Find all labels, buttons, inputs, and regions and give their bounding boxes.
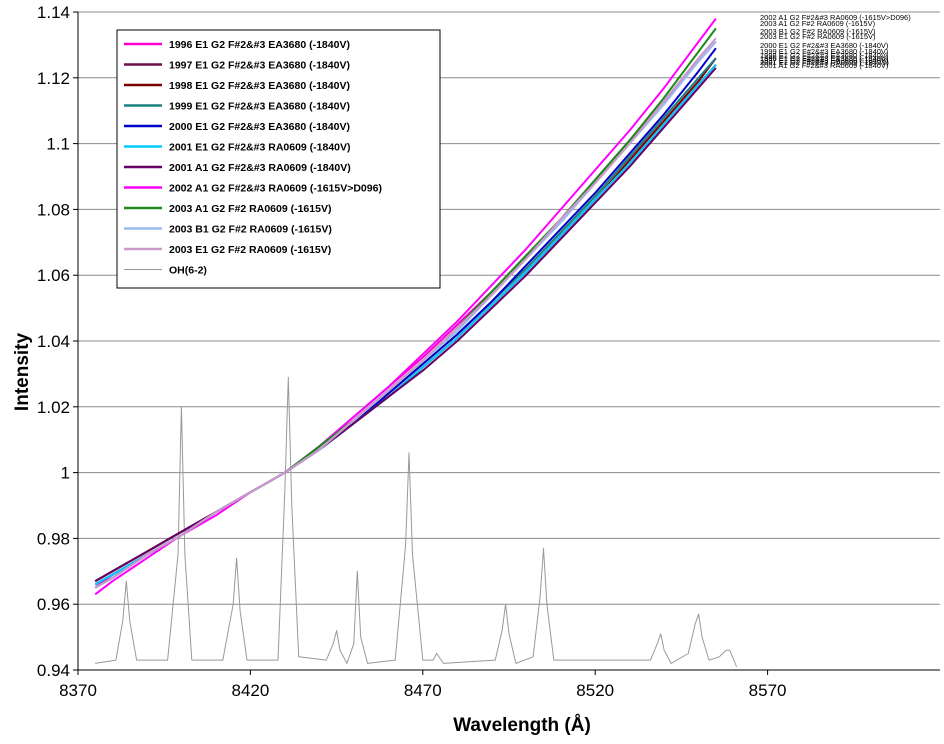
legend-entry: 2000 E1 G2 F#2&#3 EA3680 (-1840V) xyxy=(169,121,350,133)
legend-entry: 1998 E1 G2 F#2&#3 EA3680 (-1840V) xyxy=(169,80,350,92)
end-label: 1999 E1 G2 F#2&#3 EA3680 (-1840V) xyxy=(760,47,889,56)
x-tick-label: 8420 xyxy=(231,681,269,700)
series-lines xyxy=(94,17,738,667)
y-tick-label: 1.14 xyxy=(37,3,70,22)
y-tick-label: 1.08 xyxy=(37,200,70,219)
legend-entry: 2001 A1 G2 F#2&#3 RA0609 (-1840V) xyxy=(169,162,351,174)
legend-entry: 1996 E1 G2 F#2&#3 EA3680 (-1840V) xyxy=(169,39,350,51)
y-tick-label: 1.02 xyxy=(37,398,70,417)
y-tick-label: 0.96 xyxy=(37,595,70,614)
y-tick-label: 1.12 xyxy=(37,69,70,88)
legend-entry: 2002 A1 G2 F#2&#3 RA0609 (-1615V>D096) xyxy=(169,183,382,195)
series-line-10 xyxy=(94,37,717,589)
series-line-11 xyxy=(95,376,738,667)
y-tick-label: 1 xyxy=(61,464,70,483)
legend-entry: 1999 E1 G2 F#2&#3 EA3680 (-1840V) xyxy=(169,101,350,113)
end-label: 2000 E1 G2 F#2&#3 EA3680 (-1840V) xyxy=(760,41,889,50)
legend-entry: 2003 B1 G2 F#2 RA0609 (-1615V) xyxy=(169,224,332,236)
legend-entry: 2003 A1 G2 F#2 RA0609 (-1615V) xyxy=(169,203,331,215)
end-label: 2002 A1 G2 F#2&#3 RA0609 (-1615V>D096) xyxy=(760,13,911,22)
legend-entry: 2003 E1 G2 F#2 RA0609 (-1615V) xyxy=(169,244,331,256)
legend-entry: 1997 E1 G2 F#2&#3 EA3680 (-1840V) xyxy=(169,60,350,72)
y-axis-title: Intensity xyxy=(12,333,33,412)
end-label: 2001 E1 G2 F#2&#3 RA0609 (-1840V) xyxy=(760,58,889,67)
x-tick-label: 8520 xyxy=(576,681,614,700)
x-axis-title: Wavelength (Å) xyxy=(453,715,591,736)
legend: 1996 E1 G2 F#2&#3 EA3680 (-1840V) 1997 E1… xyxy=(116,29,441,289)
x-tick-label: 8370 xyxy=(59,681,97,700)
end-label: 1998 E1 G2 F#2&#3 EA3680 (-1840V) xyxy=(760,51,889,60)
series-end-labels: 2002 A1 G2 F#2&#3 RA0609 (-1615V>D096)20… xyxy=(760,13,911,70)
y-tick-label: 0.94 xyxy=(37,661,70,680)
y-tick-label: 0.98 xyxy=(37,529,70,548)
x-tick-label: 8570 xyxy=(749,681,787,700)
end-label: 2003 E1 G2 F#2 RA0609 (-1615V) xyxy=(760,32,876,41)
end-label: 2003 A1 G2 F#2 RA0609 (-1615V) xyxy=(760,19,876,28)
legend-entry: 2001 E1 G2 F#2&#3 RA0609 (-1840V) xyxy=(169,142,351,154)
end-label: 1997 E1 G2 F#2&#3 EA3680 (-1840V) xyxy=(760,56,889,65)
x-tick-labels: 8370 8420 8470 8520 8570 xyxy=(59,681,786,700)
series-line-6 xyxy=(94,67,717,583)
x-tick-label: 8470 xyxy=(404,681,442,700)
y-tick-label: 1.06 xyxy=(37,266,70,285)
y-tick-label: 1.1 xyxy=(46,135,70,154)
end-label: 1996 E1 G2 F#2&#3 EA3680 (-1840V) xyxy=(760,54,889,63)
end-label: 2001 A1 G2 F#2&#3 RA0609 (-1840V) xyxy=(760,61,889,70)
y-tick-labels: 0.94 0.96 0.98 1 1.02 1.04 1.06 1.08 1.1 1.12 1.14 xyxy=(37,3,70,680)
legend-box xyxy=(116,29,441,289)
legend-entry: OH(6-2) xyxy=(169,265,207,277)
y-tick-label: 1.04 xyxy=(37,332,70,351)
end-label: 2003 B1 G2 F#2 RA0609 (-1615V) xyxy=(760,27,876,36)
axes xyxy=(77,12,940,671)
